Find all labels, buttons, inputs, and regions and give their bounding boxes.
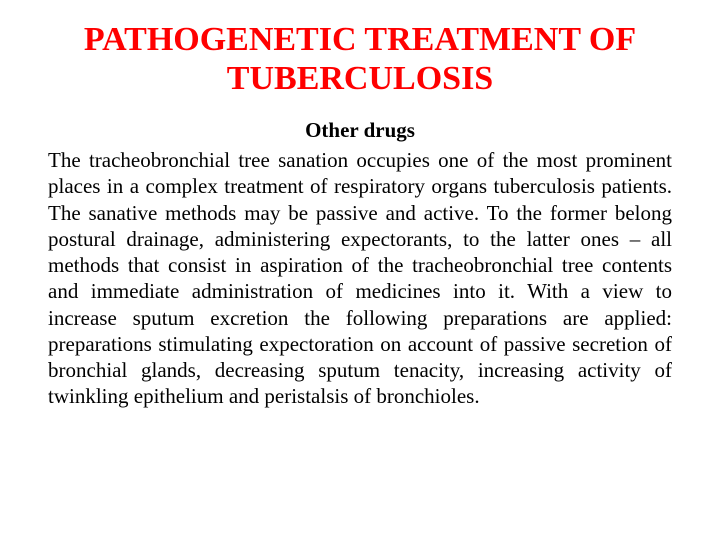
slide-body-text: The tracheobronchial tree sanation occup… — [48, 147, 672, 410]
slide-subtitle: Other drugs — [48, 118, 672, 143]
slide-container: PATHOGENETIC TREATMENT OF TUBERCULOSIS O… — [0, 0, 720, 540]
slide-title: PATHOGENETIC TREATMENT OF TUBERCULOSIS — [48, 20, 672, 98]
